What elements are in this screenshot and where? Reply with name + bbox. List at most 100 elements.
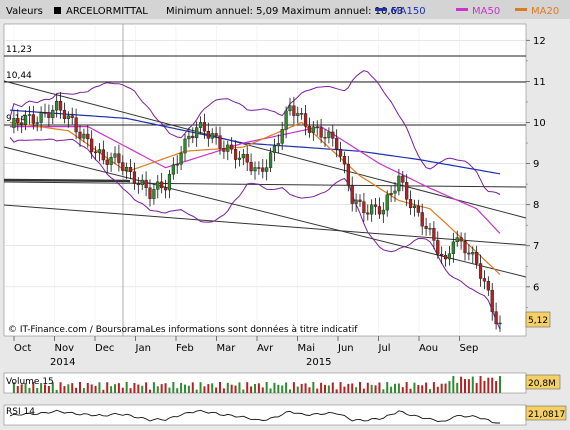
volume-bar — [413, 382, 416, 393]
candle-body — [148, 187, 152, 199]
x-tick-label-jul: Jul — [378, 343, 391, 354]
candle-body — [346, 163, 350, 186]
candle — [47, 104, 51, 127]
candle-body — [144, 179, 148, 189]
volume-bar — [125, 382, 128, 393]
candle — [163, 179, 168, 199]
volume-bar — [32, 382, 35, 393]
last-price-box — [525, 311, 551, 328]
candle-body — [303, 113, 308, 127]
volume-bar — [180, 382, 183, 393]
candle-body — [373, 204, 378, 207]
volume-value: 20,8M — [528, 379, 556, 389]
candle-body — [471, 252, 475, 255]
volume-bar — [370, 384, 373, 393]
candle-body — [319, 127, 323, 138]
y-tick-label-10: 10 — [533, 118, 546, 129]
candle — [342, 151, 347, 174]
candle-body — [214, 133, 218, 136]
volume-bar — [36, 387, 39, 393]
volume-bar — [156, 386, 159, 393]
candle-body — [354, 199, 358, 204]
volume-bar — [133, 382, 136, 393]
candle-body — [342, 156, 347, 165]
stock-name[interactable]: ARCELORMITTAL — [66, 6, 148, 17]
volume-bar — [378, 382, 381, 393]
volume-bar — [149, 389, 151, 393]
candle-body — [66, 115, 70, 119]
candle — [148, 179, 152, 207]
volume-bar — [254, 383, 256, 393]
candlesticks — [12, 92, 502, 332]
candle — [82, 128, 86, 143]
candle — [459, 232, 463, 250]
candle — [39, 106, 43, 131]
volume-bar — [203, 386, 206, 393]
candle — [377, 197, 382, 219]
y-tick-label-8: 8 — [533, 200, 539, 211]
candle — [152, 183, 156, 205]
volume-bar — [421, 385, 424, 393]
candle — [432, 221, 436, 250]
candle — [58, 92, 63, 119]
candle-body — [451, 241, 455, 254]
volume-bar — [277, 384, 280, 393]
candle — [140, 174, 144, 190]
candle-body — [467, 252, 471, 255]
volume-bar — [211, 383, 214, 393]
volume-bars — [12, 376, 501, 393]
volume-bar — [51, 382, 54, 393]
volume-bar — [316, 388, 319, 393]
volume-bar — [265, 382, 268, 393]
candle-body — [101, 149, 105, 161]
candle-body — [90, 138, 94, 153]
volume-bar — [246, 382, 249, 393]
candle — [272, 138, 277, 162]
candle — [210, 128, 214, 144]
volume-bar — [44, 384, 46, 393]
candle-body — [405, 182, 409, 200]
volume-bar — [121, 387, 124, 393]
volume-bar — [382, 389, 385, 393]
trendline-lower — [3, 146, 527, 278]
candle-body — [397, 175, 401, 192]
volume-bar — [106, 382, 109, 393]
candle — [412, 199, 417, 217]
candle-body — [241, 154, 245, 159]
candle — [467, 244, 471, 261]
volume-bar — [75, 387, 78, 393]
candle — [350, 176, 354, 212]
candle — [70, 107, 74, 125]
volume-bar — [359, 382, 361, 393]
candle-body — [206, 130, 210, 139]
volume-bar — [471, 376, 474, 393]
y-axis: 6 7 8 9 10 11 12 — [526, 36, 546, 308]
candle-body — [335, 138, 339, 150]
volume-bar — [440, 383, 443, 393]
candle-body — [12, 118, 16, 128]
header-marker — [54, 7, 61, 14]
volume-bar — [187, 385, 190, 393]
candle — [62, 102, 67, 124]
candle-body — [463, 240, 467, 254]
volume-bar — [86, 382, 89, 393]
volume-bar — [110, 386, 113, 393]
candle — [86, 125, 90, 148]
candle-body — [43, 112, 47, 114]
candle — [245, 145, 249, 172]
candle-body — [152, 189, 156, 199]
volume-bar — [460, 376, 463, 393]
level-label-10-44: 10,44 — [6, 71, 32, 81]
volume-bar — [261, 387, 264, 393]
legend-swatch-ma50 — [456, 8, 468, 11]
candle — [249, 153, 253, 176]
candle-body — [218, 135, 222, 149]
candle — [128, 159, 133, 180]
volume-bar — [397, 383, 400, 393]
candle-body — [323, 137, 327, 139]
volume-bar — [117, 383, 120, 393]
volume-bar — [432, 382, 435, 393]
volume-bar — [409, 388, 412, 393]
candle — [16, 109, 20, 131]
candle-body — [51, 109, 55, 118]
